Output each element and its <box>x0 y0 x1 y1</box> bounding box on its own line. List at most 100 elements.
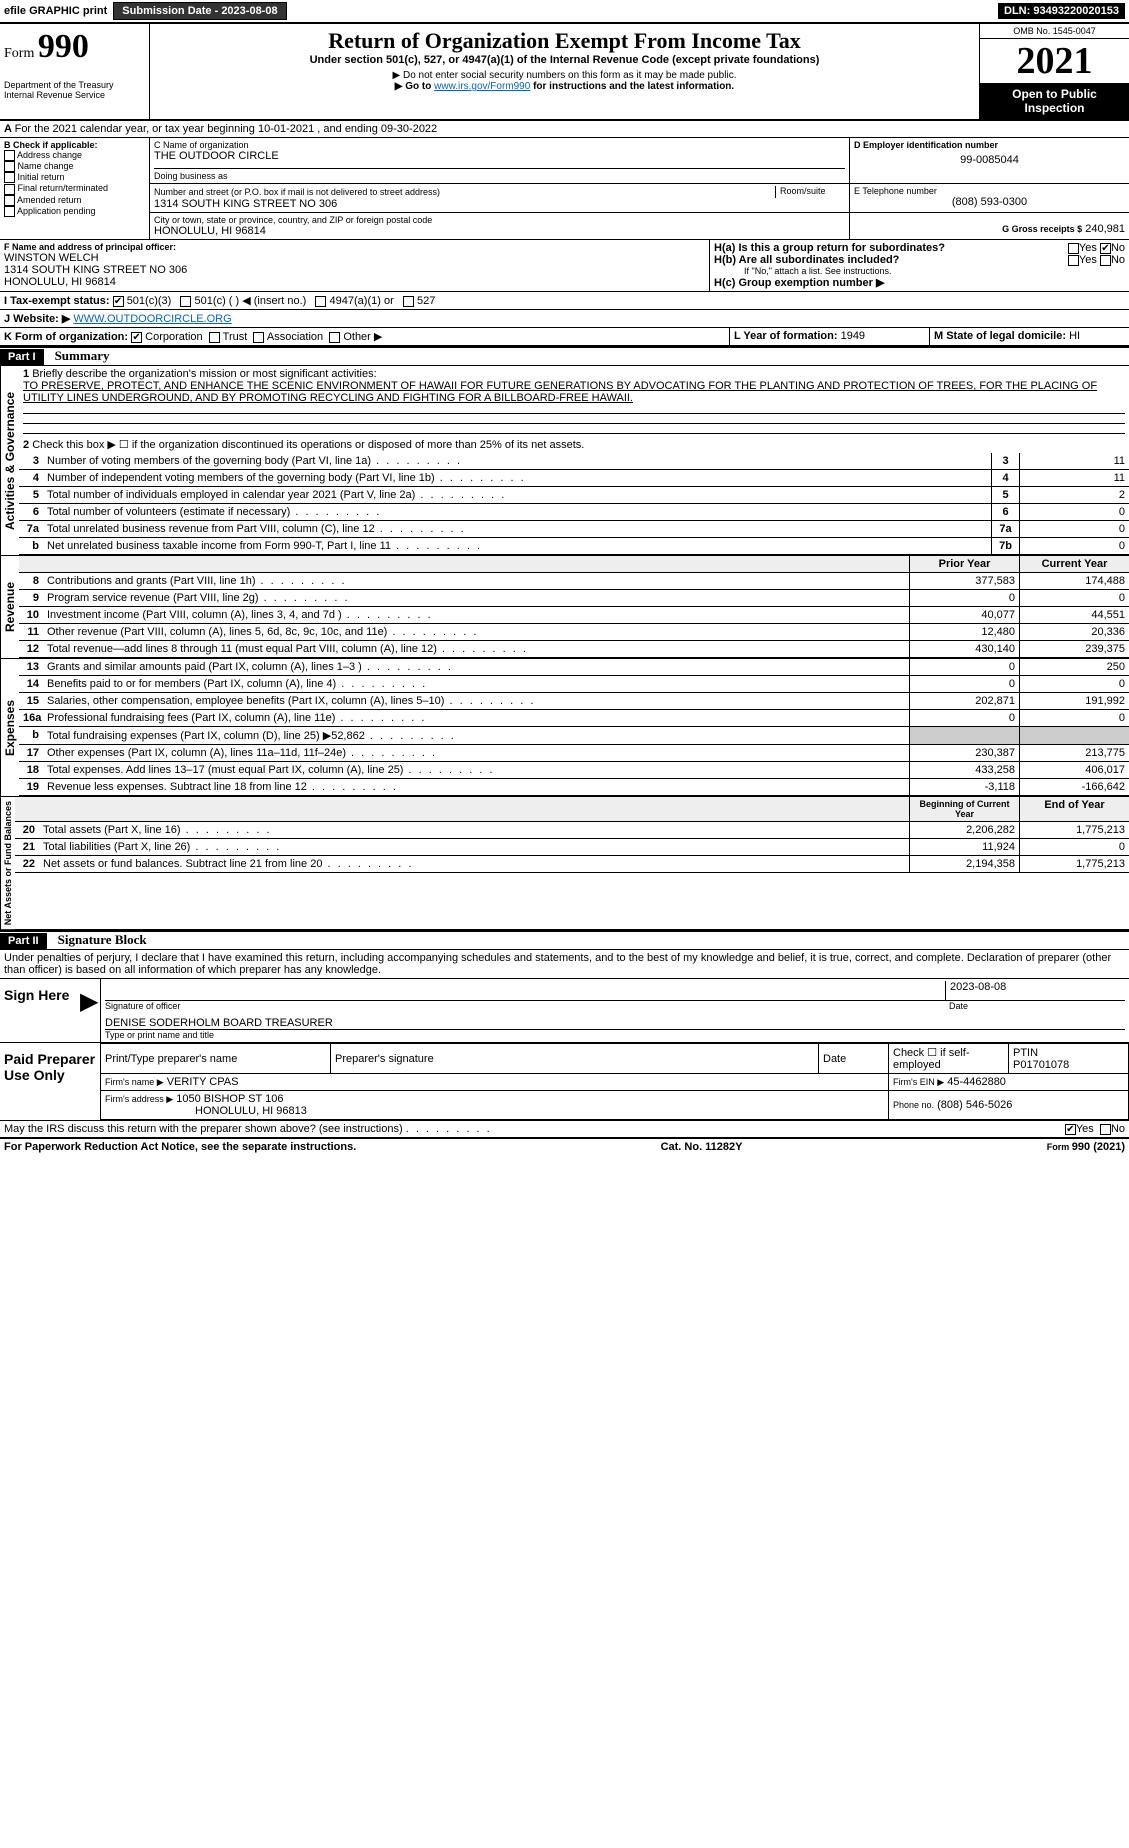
box-b: B Check if applicable: Address change Na… <box>0 138 150 239</box>
col-boy: Beginning of Current Year <box>909 797 1019 821</box>
line-1-label: Briefly describe the organization's miss… <box>32 368 376 380</box>
box-h-note: If "No," attach a list. See instructions… <box>714 266 1125 276</box>
gross-receipts: 240,981 <box>1085 223 1125 235</box>
col-current-year: Current Year <box>1019 556 1129 572</box>
sign-here: Sign Here <box>0 979 80 1042</box>
box-g-label: G Gross receipts $ <box>1002 224 1082 234</box>
data-line: 22Net assets or fund balances. Subtract … <box>15 856 1129 873</box>
dln: DLN: 93493220020153 <box>998 3 1125 19</box>
dept-treasury: Department of the Treasury <box>4 80 145 90</box>
dba-label: Doing business as <box>154 171 845 181</box>
gov-line: 6Total number of volunteers (estimate if… <box>19 504 1129 521</box>
box-h-b: H(b) Are all subordinates included? Yes … <box>714 254 1125 266</box>
addr-label: Number and street (or P.O. box if mail i… <box>154 187 440 197</box>
room-label: Room/suite <box>775 186 845 198</box>
org-city: HONOLULU, HI 96814 <box>154 225 845 237</box>
sig-officer-label: Signature of officer <box>105 1001 945 1011</box>
form-header: Form 990 Department of the Treasury Inte… <box>0 22 1129 121</box>
date-label: Date <box>945 1001 1125 1011</box>
box-i: I Tax-exempt status: ✔ 501(c)(3) 501(c) … <box>0 292 1129 309</box>
org-street: 1314 SOUTH KING STREET NO 306 <box>154 198 845 210</box>
side-expenses: Expenses <box>0 659 19 796</box>
box-j: J Website: ▶ WWW.OUTDOORCIRCLE.ORG <box>0 310 1129 327</box>
data-line: 17Other expenses (Part IX, column (A), l… <box>19 745 1129 762</box>
officer-name: WINSTON WELCH <box>4 252 705 264</box>
data-line: 8Contributions and grants (Part VIII, li… <box>19 573 1129 590</box>
firm-ein: 45-4462880 <box>947 1076 1006 1088</box>
phone: (808) 593-0300 <box>854 196 1125 208</box>
box-h-a: H(a) Is this a group return for subordin… <box>714 242 1125 254</box>
officer-addr2: HONOLULU, HI 96814 <box>4 276 705 288</box>
gov-line: 7aTotal unrelated business revenue from … <box>19 521 1129 538</box>
gov-line: 5Total number of individuals employed in… <box>19 487 1129 504</box>
ptin: P01701078 <box>1013 1059 1069 1071</box>
irs: Internal Revenue Service <box>4 90 145 100</box>
firm-addr1: 1050 BISHOP ST 106 <box>176 1093 283 1105</box>
data-line: bTotal fundraising expenses (Part IX, co… <box>19 727 1129 745</box>
print-name-label: Type or print name and title <box>105 1030 1125 1040</box>
box-d-label: D Employer identification number <box>854 140 1125 150</box>
tax-year: 2021 <box>980 38 1129 83</box>
ein: 99-0085044 <box>854 154 1125 166</box>
gov-line: 4Number of independent voting members of… <box>19 470 1129 487</box>
part-ii-header: Part II Signature Block <box>0 930 1129 950</box>
website-link[interactable]: WWW.OUTDOORCIRCLE.ORG <box>73 313 231 325</box>
line-a-period: A For the 2021 calendar year, or tax yea… <box>0 121 1129 138</box>
preparer-table: Print/Type preparer's name Preparer's si… <box>100 1043 1129 1120</box>
mission: TO PRESERVE, PROTECT, AND ENHANCE THE SC… <box>23 380 1097 404</box>
data-line: 9Program service revenue (Part VIII, lin… <box>19 590 1129 607</box>
org-name: THE OUTDOOR CIRCLE <box>154 150 845 162</box>
ssn-note: ▶ Do not enter social security numbers o… <box>158 70 971 81</box>
col-eoy: End of Year <box>1019 797 1129 821</box>
officer-addr1: 1314 SOUTH KING STREET NO 306 <box>4 264 705 276</box>
efile-header: efile GRAPHIC print Submission Date - 20… <box>0 0 1129 22</box>
col-prior-year: Prior Year <box>909 556 1019 572</box>
form-ref: Form 990 (2021) <box>1047 1141 1125 1153</box>
submission-date: Submission Date - 2023-08-08 <box>113 2 286 20</box>
box-b-item: Address change <box>4 150 145 161</box>
line-2: Check this box ▶ ☐ if the organization d… <box>32 439 584 451</box>
footer: For Paperwork Reduction Act Notice, see … <box>0 1138 1129 1155</box>
data-line: 14Benefits paid to or for members (Part … <box>19 676 1129 693</box>
form-subtitle: Under section 501(c), 527, or 4947(a)(1)… <box>158 54 971 66</box>
pra-notice: For Paperwork Reduction Act Notice, see … <box>4 1141 356 1153</box>
data-line: 16aProfessional fundraising fees (Part I… <box>19 710 1129 727</box>
box-h-c: H(c) Group exemption number ▶ <box>714 276 1125 289</box>
box-c-label: C Name of organization <box>154 140 845 150</box>
data-line: 10Investment income (Part VIII, column (… <box>19 607 1129 624</box>
part-i-header: Part I Summary <box>0 346 1129 366</box>
discuss-row: May the IRS discuss this return with the… <box>0 1121 1129 1138</box>
side-revenue: Revenue <box>0 556 19 658</box>
data-line: 20Total assets (Part X, line 16)2,206,28… <box>15 822 1129 839</box>
side-net-assets: Net Assets or Fund Balances <box>0 797 15 929</box>
box-b-item: Application pending <box>4 206 145 217</box>
declaration: Under penalties of perjury, I declare th… <box>0 950 1129 979</box>
data-line: 21Total liabilities (Part X, line 26)11,… <box>15 839 1129 856</box>
box-b-title: B Check if applicable: <box>4 140 145 150</box>
box-l: L Year of formation: 1949 <box>729 328 929 345</box>
paid-preparer: Paid Preparer Use Only <box>0 1043 100 1120</box>
form-title: Return of Organization Exempt From Incom… <box>158 28 971 54</box>
gov-line: 3Number of voting members of the governi… <box>19 453 1129 470</box>
box-k: K Form of organization: ✔ Corporation Tr… <box>0 328 729 345</box>
omb-number: OMB No. 1545-0047 <box>980 24 1129 38</box>
box-e-label: E Telephone number <box>854 186 1125 196</box>
side-governance: Activities & Governance <box>0 366 19 555</box>
form-number: 990 <box>38 28 89 65</box>
firm-phone: (808) 546-5026 <box>937 1099 1012 1111</box>
data-line: 12Total revenue—add lines 8 through 11 (… <box>19 641 1129 658</box>
box-b-item: Amended return <box>4 195 145 206</box>
box-m: M State of legal domicile: HI <box>929 328 1129 345</box>
box-b-item: Initial return <box>4 172 145 183</box>
box-f-label: F Name and address of principal officer: <box>4 242 705 252</box>
box-b-item: Name change <box>4 161 145 172</box>
data-line: 18Total expenses. Add lines 13–17 (must … <box>19 762 1129 779</box>
sign-date: 2023-08-08 <box>945 981 1125 1001</box>
data-line: 11Other revenue (Part VIII, column (A), … <box>19 624 1129 641</box>
firm-addr2: HONOLULU, HI 96813 <box>105 1105 307 1117</box>
efile-label: efile GRAPHIC print <box>4 5 107 17</box>
irs-link[interactable]: www.irs.gov/Form990 <box>434 81 530 92</box>
officer-print-name: DENISE SODERHOLM BOARD TREASURER <box>105 1017 1125 1030</box>
open-public: Open to Public Inspection <box>980 83 1129 119</box>
city-label: City or town, state or province, country… <box>154 215 845 225</box>
